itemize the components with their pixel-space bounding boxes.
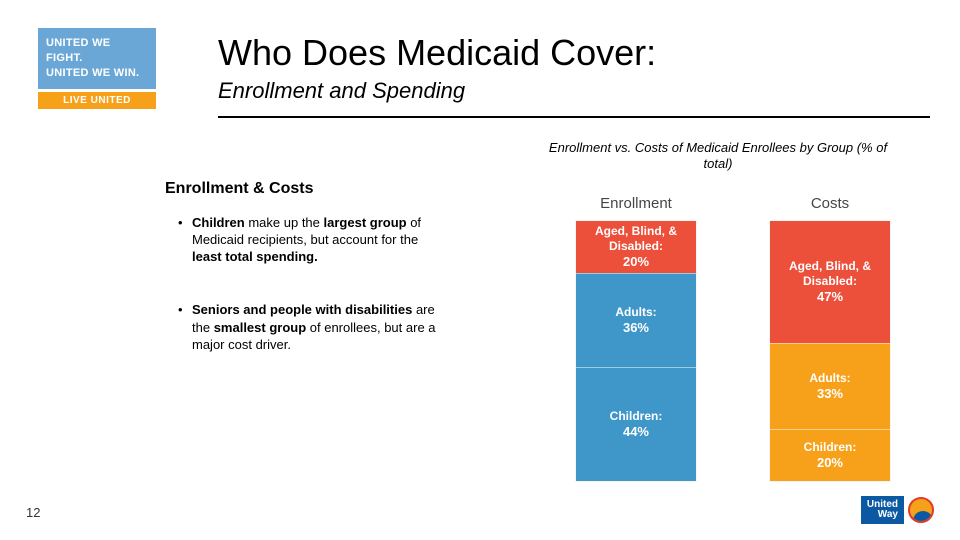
chart-segment-label: Children: [804, 440, 857, 454]
bullet2-b1: Seniors and people with disabilities [192, 302, 412, 317]
chart-bar-costs: Aged, Blind, & Disabled:47%Adults:33%Chi… [770, 221, 890, 481]
chart-segment: Adults:33% [770, 343, 890, 429]
logo-line2: UNITED WE WIN. [46, 66, 148, 81]
chart-bar-enrollment: Aged, Blind, & Disabled:20%Adults:36%Chi… [576, 221, 696, 481]
bullet1-b2: largest group [324, 215, 407, 230]
campaign-logo-tag: LIVE UNITED [38, 92, 156, 109]
page-title: Who Does Medicaid Cover: [218, 32, 930, 74]
chart-segment: Aged, Blind, & Disabled:47% [770, 221, 890, 343]
chart-segment-label: Children: [610, 409, 663, 423]
chart-segment-pct: 20% [804, 455, 857, 471]
chart-segment-pct: 33% [809, 386, 850, 402]
logo-line1: UNITED WE FIGHT. [46, 36, 148, 66]
chart-segment-pct: 44% [610, 424, 663, 440]
bullet1-b3: least total spending. [192, 249, 318, 264]
page-number: 12 [26, 505, 40, 520]
chart-segment-pct: 20% [576, 254, 696, 270]
chart-title: Enrollment vs. Costs of Medicaid Enrolle… [548, 140, 888, 171]
bullet1-b1: Children [192, 215, 245, 230]
chart-segment: Children:44% [576, 367, 696, 481]
chart-segment: Aged, Blind, & Disabled:20% [576, 221, 696, 273]
section-heading: Enrollment & Costs [165, 180, 313, 198]
stacked-bar-chart: Enrollment Costs Aged, Blind, & Disabled… [540, 195, 910, 495]
campaign-logo-top: UNITED WE FIGHT. UNITED WE WIN. [38, 28, 156, 89]
chart-segment-label: Aged, Blind, & Disabled: [789, 259, 871, 288]
chart-segment: Children:20% [770, 429, 890, 481]
uw-line2: Way [867, 510, 898, 520]
chart-segment: Adults:36% [576, 273, 696, 367]
chart-segment-label: Adults: [615, 305, 656, 319]
chart-segment-pct: 47% [770, 289, 890, 305]
united-way-text: United Way [861, 496, 904, 524]
bullet1-mid1: make up the [245, 215, 324, 230]
chart-segment-pct: 36% [615, 320, 656, 336]
campaign-logo: UNITED WE FIGHT. UNITED WE WIN. LIVE UNI… [38, 28, 156, 109]
chart-segment-label: Aged, Blind, & Disabled: [595, 224, 677, 253]
bullet-item: Children make up the largest group of Me… [178, 214, 438, 265]
chart-segment-label: Adults: [809, 371, 850, 385]
united-way-logo: United Way [861, 496, 934, 524]
title-block: Who Does Medicaid Cover: Enrollment and … [218, 32, 930, 104]
bullet-item: Seniors and people with disabilities are… [178, 301, 438, 352]
page-subtitle: Enrollment and Spending [218, 78, 930, 104]
bullet-list: Children make up the largest group of Me… [178, 214, 438, 389]
bullet2-b2: smallest group [214, 320, 306, 335]
title-rule [218, 116, 930, 118]
chart-col-header-costs: Costs [750, 195, 910, 212]
united-way-icon [908, 497, 934, 523]
chart-col-header-enrollment: Enrollment [556, 195, 716, 212]
